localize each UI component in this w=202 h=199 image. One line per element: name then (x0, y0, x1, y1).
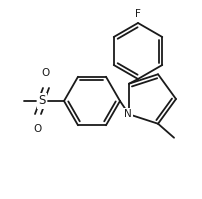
Text: N: N (123, 109, 131, 119)
Text: F: F (134, 9, 140, 19)
Text: S: S (38, 95, 45, 107)
Text: O: O (42, 68, 50, 78)
Text: O: O (34, 124, 42, 134)
